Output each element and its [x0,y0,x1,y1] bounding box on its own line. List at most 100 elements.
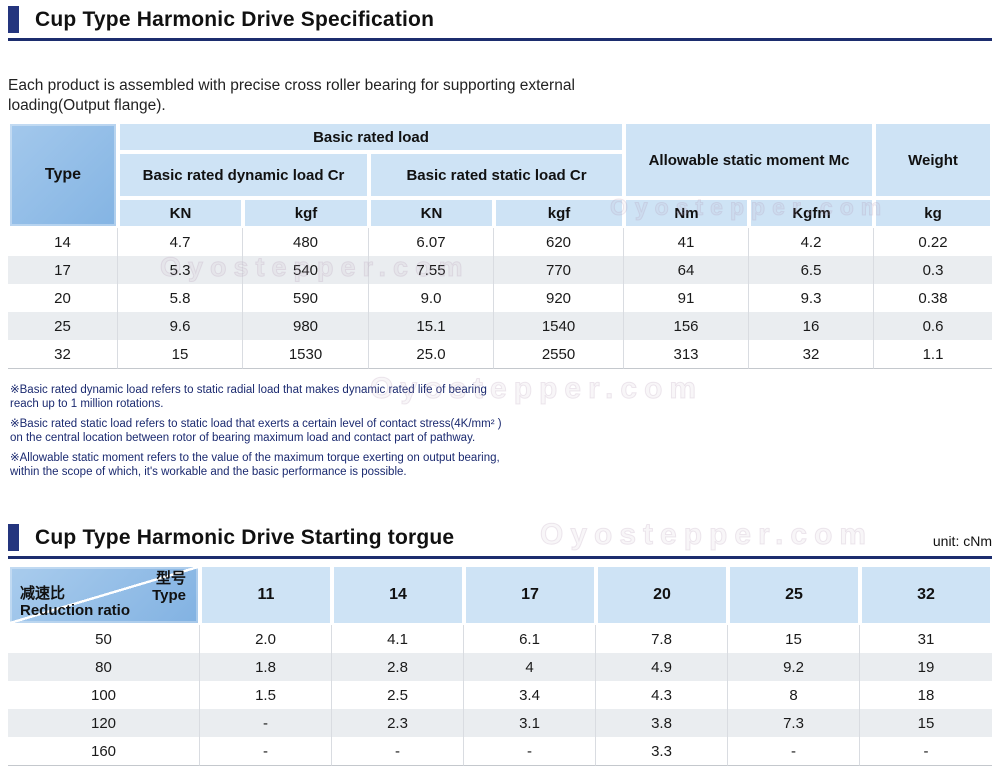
table-cell: 7.55 [369,256,494,284]
table-cell: 80 [8,653,200,681]
table-cell: 91 [624,284,750,312]
table-cell: 6.1 [464,625,596,653]
type-column-header: 17 [464,565,596,625]
table-cell: 100 [8,681,200,709]
table-cell: 0.38 [918,289,948,307]
title-accent-bar [8,6,19,33]
footnote: ※Basic rated static load refers to stati… [10,418,502,444]
table-cell: - [728,737,860,766]
table-cell: 7.3 [728,709,860,737]
table-cell: 17 [8,256,118,284]
table-cell: 32 [8,340,118,369]
table-cell: - [200,709,332,737]
table-cell: 15 [728,625,860,653]
table-cell: 16 [749,312,875,340]
unit-header: kgf [243,198,369,228]
table-cell: 8 [728,681,860,709]
table-cell: 31 [917,630,935,648]
table-cell: 9.0 [369,284,494,312]
page-title: Cup Type Harmonic Drive Specification [35,7,435,31]
table-row: 14 4.7 480 6.07 620 41 4.2 0.22 [8,228,992,256]
col-header-static-moment: Allowable static moment Mc [624,122,875,198]
table-cell: 32 [749,340,875,369]
corner-ratio-label: 减速比 Reduction ratio [20,585,131,619]
table-cell: 4.7 [118,228,243,256]
table-cell: 2.0 [200,625,332,653]
table-cell: 480 [243,228,369,256]
table-cell: 3.4 [464,681,596,709]
table-cell: - [332,737,464,766]
spec-table: Type Basic rated load Allowable static m… [8,122,993,369]
table-cell: 620 [494,228,625,256]
unit-header: kg [874,198,993,228]
table-cell: 2.8 [332,653,464,681]
unit-header: KN [369,198,494,228]
unit-header: KN [118,198,243,228]
table-cell: 4 [464,653,596,681]
torque-table: 型号 Type 减速比 Reduction ratio 11 14 17 20 … [8,565,992,766]
table-cell: 50 [8,625,200,653]
table-cell: 9.3 [749,284,875,312]
table-row: 17 5.3 540 7.55 770 64 6.5 0.3 [8,256,993,284]
section2-header: Cup Type Harmonic Drive Starting torgue … [8,524,992,559]
table-cell: 9.2 [728,653,860,681]
table-cell: 0.3 [874,256,993,284]
table-cell: 2.3 [332,709,464,737]
table-cell: 64 [624,256,750,284]
table-cell: 1.1 [874,340,993,369]
table-cell: 4.1 [332,625,464,653]
corner-header-cell: 型号 Type 减速比 Reduction ratio [8,565,200,625]
table-cell: - [860,737,992,766]
table-cell: 25 [8,312,118,340]
table-cell: 6.07 [369,228,494,256]
table-cell: 9.6 [118,312,243,340]
footnote: ※Allowable static moment refers to the v… [10,452,500,478]
type-column-header: 25 [728,565,860,625]
table-cell: 6.5 [749,256,875,284]
title-accent-bar [8,524,19,551]
table-cell: 3.3 [596,737,728,766]
table-cell: - [200,737,332,766]
table-cell: 15 [860,709,992,737]
col-header-type: Type [8,122,118,228]
footnote: ※Basic rated dynamic load refers to stat… [10,384,487,410]
table-row: 80 1.8 2.8 4 4.9 9.2 19 [8,653,992,681]
table-row: 120-2.3 3.1 3.8 7.3 15 [8,709,992,737]
table-cell: 18 [917,686,935,704]
table-row: 32 15 1530 25.0 2550 313 32 1.1 [8,340,993,369]
table-cell: 3.8 [596,709,728,737]
table-cell: 540 [243,256,369,284]
col-header-static-load: Basic rated static load Cr [369,152,625,198]
table-cell: 120 [8,709,200,737]
table-cell: 0.22 [918,233,948,251]
table-cell: 0.6 [874,312,993,340]
unit-label: unit: cNm [932,533,992,549]
intro-text: Each product is assembled with precise c… [8,76,575,115]
table-cell: 41 [624,228,750,256]
title-underline [8,556,992,559]
table-cell: 5.3 [118,256,243,284]
table-cell: - [464,737,596,766]
diagonal-divider [10,567,198,623]
footnotes: ※Basic rated dynamic load refers to stat… [10,384,506,486]
table-cell: 3.1 [464,709,596,737]
table-cell: 7.8 [596,625,728,653]
type-column-header: 11 [200,565,332,625]
table-cell: 590 [243,284,369,312]
unit-header: kgf [494,198,625,228]
col-header-basic-rated-load: Basic rated load [118,122,625,152]
type-column-header: 14 [332,565,464,625]
table-cell: 156 [624,312,750,340]
table-cell: 15 [118,340,243,369]
table-cell: 4.9 [596,653,728,681]
torque-table-body: 50 2.0 4.1 6.1 7.8 15 31 80 1.8 2.8 4 4.9 9.2 19 100 1.… [8,625,992,766]
table-row: 25 9.6 980 15.1 1540 156 16 0.6 [8,312,993,340]
table-row: 100 1.5 2.5 3.4 4.3 8 18 [8,681,992,709]
table-cell: 25.0 [369,340,494,369]
table-cell: 19 [860,653,992,681]
type-column-header: 32 [860,565,992,625]
table-cell: 20 [8,284,118,312]
table-cell: 4.2 [749,228,875,256]
table-cell: 2.5 [332,681,464,709]
table-cell: 1.8 [200,653,332,681]
